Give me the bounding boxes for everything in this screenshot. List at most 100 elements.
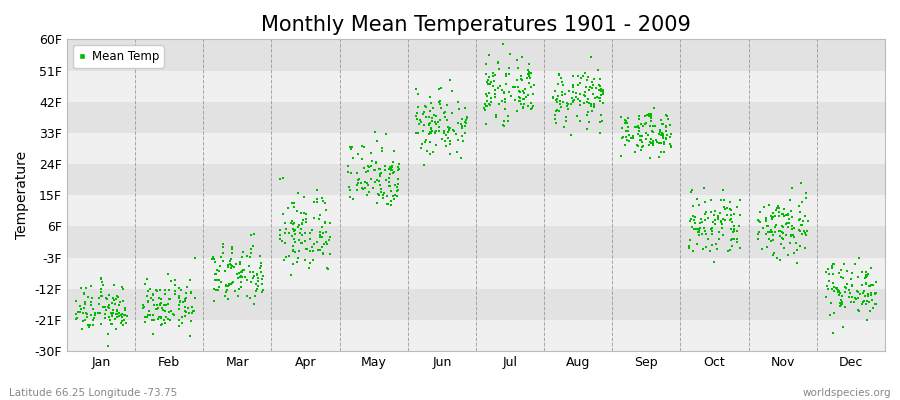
- Point: [615, 124, 629, 131]
- Point: [580, 111, 594, 118]
- Point: [724, 226, 738, 232]
- Point: [631, 113, 645, 120]
- Point: [498, 96, 512, 102]
- Point: [369, 159, 383, 165]
- Point: [622, 138, 636, 145]
- Point: [292, 230, 307, 236]
- Point: [362, 164, 376, 170]
- Point: [491, 101, 506, 108]
- Point: [573, 75, 588, 82]
- Point: [502, 65, 517, 72]
- Point: [299, 211, 313, 218]
- Point: [477, 101, 491, 107]
- Point: [112, 313, 127, 319]
- Point: [834, 266, 849, 273]
- Point: [706, 259, 721, 265]
- Point: [143, 286, 157, 292]
- Point: [87, 315, 102, 322]
- Point: [94, 289, 108, 295]
- Point: [634, 121, 648, 127]
- Point: [704, 197, 718, 204]
- Point: [646, 129, 661, 136]
- Point: [387, 168, 401, 175]
- Point: [517, 90, 531, 96]
- Point: [561, 101, 575, 107]
- Point: [692, 202, 706, 208]
- Point: [545, 94, 560, 100]
- Point: [587, 103, 601, 110]
- Point: [384, 165, 399, 172]
- Point: [207, 298, 221, 304]
- Point: [822, 271, 836, 278]
- Point: [221, 296, 236, 302]
- Point: [499, 73, 513, 80]
- Point: [115, 321, 130, 328]
- Point: [509, 108, 524, 114]
- Point: [769, 222, 783, 228]
- Point: [766, 231, 780, 238]
- Point: [177, 296, 192, 302]
- Point: [586, 82, 600, 88]
- Point: [428, 119, 443, 126]
- Point: [518, 96, 532, 102]
- Point: [863, 282, 878, 288]
- Point: [323, 234, 338, 240]
- Point: [577, 92, 591, 98]
- Point: [519, 94, 534, 100]
- Point: [230, 293, 245, 299]
- Point: [385, 158, 400, 165]
- Point: [549, 120, 563, 126]
- Point: [686, 248, 700, 254]
- Point: [431, 127, 446, 134]
- Point: [868, 290, 883, 296]
- Point: [548, 108, 562, 114]
- Point: [784, 207, 798, 214]
- Point: [442, 125, 456, 131]
- Point: [614, 153, 628, 160]
- Point: [139, 314, 153, 320]
- Point: [550, 107, 564, 114]
- Point: [343, 194, 357, 200]
- Point: [449, 131, 464, 137]
- Point: [181, 304, 195, 311]
- Point: [438, 138, 453, 145]
- Point: [524, 70, 538, 76]
- Point: [386, 170, 400, 176]
- Point: [522, 69, 536, 75]
- Point: [860, 316, 874, 323]
- Point: [233, 284, 248, 290]
- Point: [162, 317, 176, 323]
- Point: [216, 240, 230, 247]
- Point: [852, 308, 867, 315]
- Point: [496, 89, 510, 95]
- Point: [587, 101, 601, 107]
- Point: [860, 268, 874, 275]
- Point: [753, 209, 768, 215]
- Point: [299, 216, 313, 222]
- Point: [619, 120, 634, 126]
- Point: [520, 71, 535, 77]
- Point: [303, 259, 318, 266]
- Point: [861, 291, 876, 297]
- Point: [497, 118, 511, 124]
- Point: [513, 95, 527, 101]
- Point: [114, 320, 129, 326]
- Point: [691, 226, 706, 232]
- Point: [382, 182, 397, 189]
- Point: [645, 123, 660, 130]
- Point: [645, 128, 660, 134]
- Point: [275, 175, 290, 181]
- Point: [655, 121, 670, 128]
- Point: [565, 94, 580, 101]
- Point: [843, 299, 858, 305]
- Point: [230, 260, 244, 267]
- Point: [225, 262, 239, 269]
- Point: [634, 146, 648, 153]
- Point: [284, 272, 299, 278]
- Point: [102, 314, 116, 320]
- Point: [656, 131, 670, 137]
- Point: [586, 91, 600, 98]
- Point: [573, 91, 588, 98]
- Point: [793, 209, 807, 215]
- Point: [112, 302, 127, 308]
